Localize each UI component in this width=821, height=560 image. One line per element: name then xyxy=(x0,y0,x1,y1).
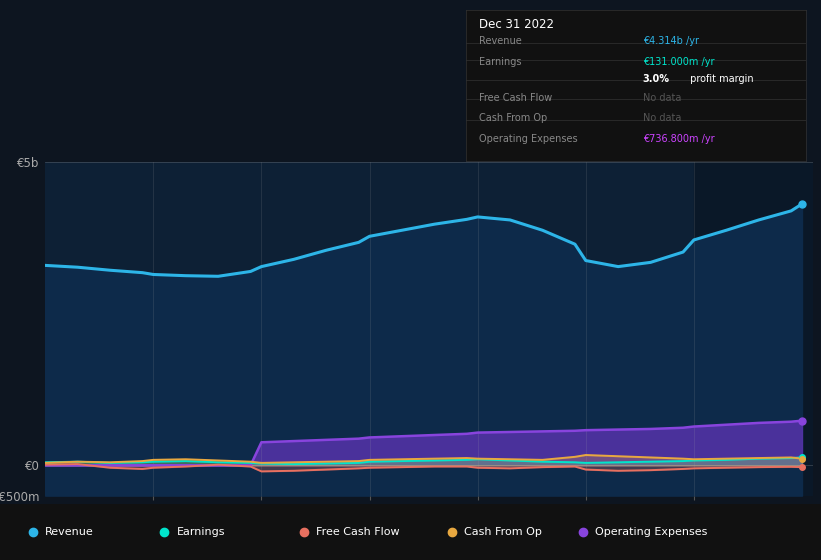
Text: Free Cash Flow: Free Cash Flow xyxy=(479,94,553,103)
Text: Earnings: Earnings xyxy=(479,57,521,67)
Text: Operating Expenses: Operating Expenses xyxy=(595,527,708,537)
Text: Operating Expenses: Operating Expenses xyxy=(479,134,578,144)
Text: €4.314b /yr: €4.314b /yr xyxy=(643,36,699,46)
Text: No data: No data xyxy=(643,94,681,103)
Text: Dec 31 2022: Dec 31 2022 xyxy=(479,18,554,31)
Text: Revenue: Revenue xyxy=(479,36,522,46)
Text: €131.000m /yr: €131.000m /yr xyxy=(643,57,714,67)
Text: profit margin: profit margin xyxy=(687,73,754,83)
Text: Cash From Op: Cash From Op xyxy=(479,113,548,123)
Text: Revenue: Revenue xyxy=(45,527,94,537)
Text: 3.0%: 3.0% xyxy=(643,73,670,83)
Text: €736.800m /yr: €736.800m /yr xyxy=(643,134,714,144)
Bar xyxy=(694,162,813,496)
Text: Cash From Op: Cash From Op xyxy=(464,527,542,537)
Text: No data: No data xyxy=(643,113,681,123)
Text: Earnings: Earnings xyxy=(177,527,225,537)
Text: Free Cash Flow: Free Cash Flow xyxy=(316,527,400,537)
